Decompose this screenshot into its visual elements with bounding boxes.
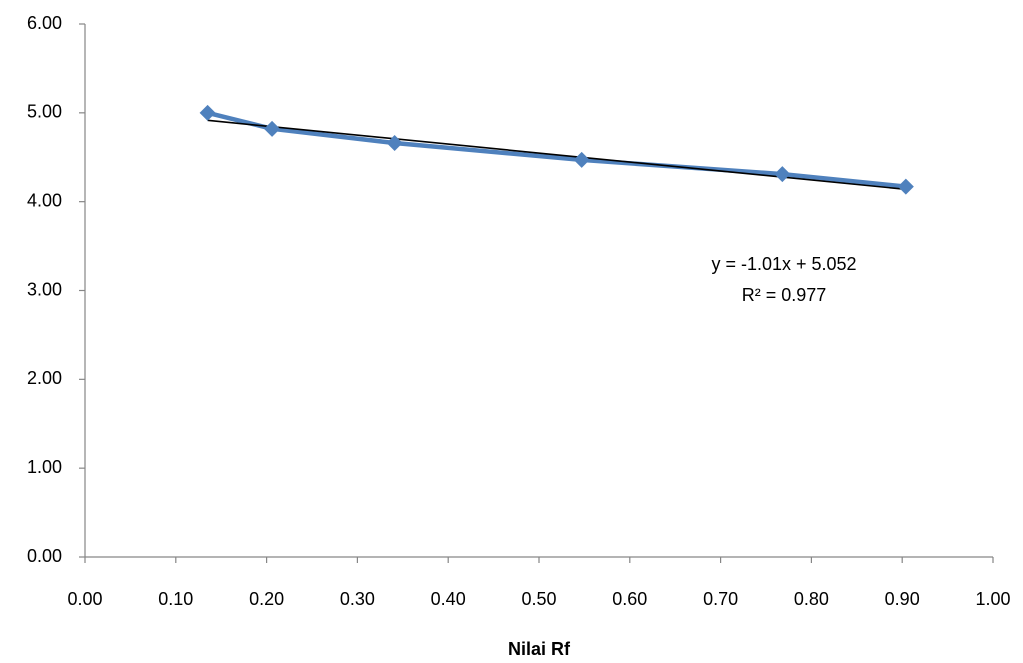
trendline-r2: R² = 0.977 [742, 285, 827, 305]
x-tick-label: 1.00 [975, 589, 1010, 609]
x-tick-label: 0.30 [340, 589, 375, 609]
y-tick-label: 1.00 [27, 457, 62, 477]
point [200, 105, 216, 121]
y-tick-label: 0.00 [27, 546, 62, 566]
point [264, 121, 280, 137]
point [774, 166, 790, 182]
x-tick-label: 0.10 [158, 589, 193, 609]
series-line [208, 113, 906, 187]
x-tick-label: 0.40 [431, 589, 466, 609]
x-tick-label: 0.80 [794, 589, 829, 609]
x-axis-label: Nilai Rf [508, 639, 571, 659]
point [898, 179, 914, 195]
y-tick-label: 4.00 [27, 190, 62, 210]
chart: Nilai Rf y = -1.01x + 5.052 R² = 0.977 0… [0, 0, 1023, 663]
point [574, 152, 590, 168]
point [387, 135, 403, 151]
y-tick-label: 6.00 [27, 13, 62, 33]
x-tick-label: 0.50 [521, 589, 556, 609]
y-tick-label: 2.00 [27, 368, 62, 388]
trendline [208, 120, 906, 189]
trendline-equation: y = -1.01x + 5.052 [711, 254, 856, 274]
x-tick-label: 0.90 [885, 589, 920, 609]
x-tick-label: 0.60 [612, 589, 647, 609]
x-tick-label: 0.70 [703, 589, 738, 609]
y-tick-label: 3.00 [27, 279, 62, 299]
x-tick-label: 0.20 [249, 589, 284, 609]
y-tick-label: 5.00 [27, 102, 62, 122]
x-tick-label: 0.00 [67, 589, 102, 609]
